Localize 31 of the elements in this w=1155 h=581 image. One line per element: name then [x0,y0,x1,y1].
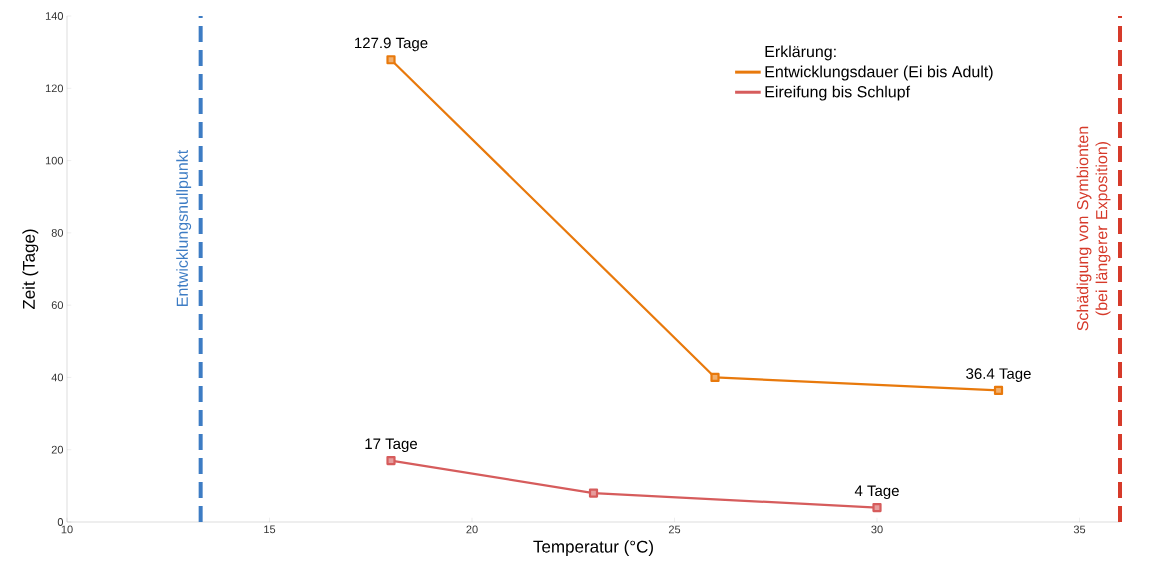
y-tick-label: 100 [45,156,64,165]
y-tick-label: 60 [51,301,64,310]
legend-label: Entwicklungsdauer (Ei bis Adult) [765,65,993,81]
point [993,385,1004,396]
y-tick-label: 140 [45,12,64,20]
y-tick-label: 0 [57,518,64,526]
x-tick-label: 35 [1073,525,1086,534]
legend-title: Erklärung: [765,45,836,61]
y-tick-label: 20 [51,445,64,454]
x-tick-label: 30 [871,525,883,534]
x-tick-label: 10 [61,525,73,534]
data-label: 4 Tage [854,485,899,499]
data-label: 127.9 Tage [355,37,428,52]
y-tick-label: 80 [51,228,64,237]
ref-line-label: Entwicklungsnullpunkt [176,149,192,306]
y-tick-label: 40 [51,373,64,382]
x-tick-label: 20 [466,525,478,534]
x-axis-title: Temperatur (°C) [533,540,653,557]
legend-label: Eireifung bis Schlupf [765,85,911,101]
point [710,372,720,383]
ref-line-label: Schädigung von Symbionten (bei längerer Exposition) [1076,126,1111,331]
y-tick-label: 120 [45,84,64,93]
data-label: 17 Tage [365,438,418,453]
point [872,502,882,513]
point [386,455,396,466]
x-tick-label: 25 [668,525,681,534]
data-label: 36.4 Tage [966,368,1031,382]
point [386,55,396,65]
y-axis-title: Zeit (Tage) [22,229,39,310]
point [588,488,599,498]
x-tick-label: 15 [264,525,276,534]
